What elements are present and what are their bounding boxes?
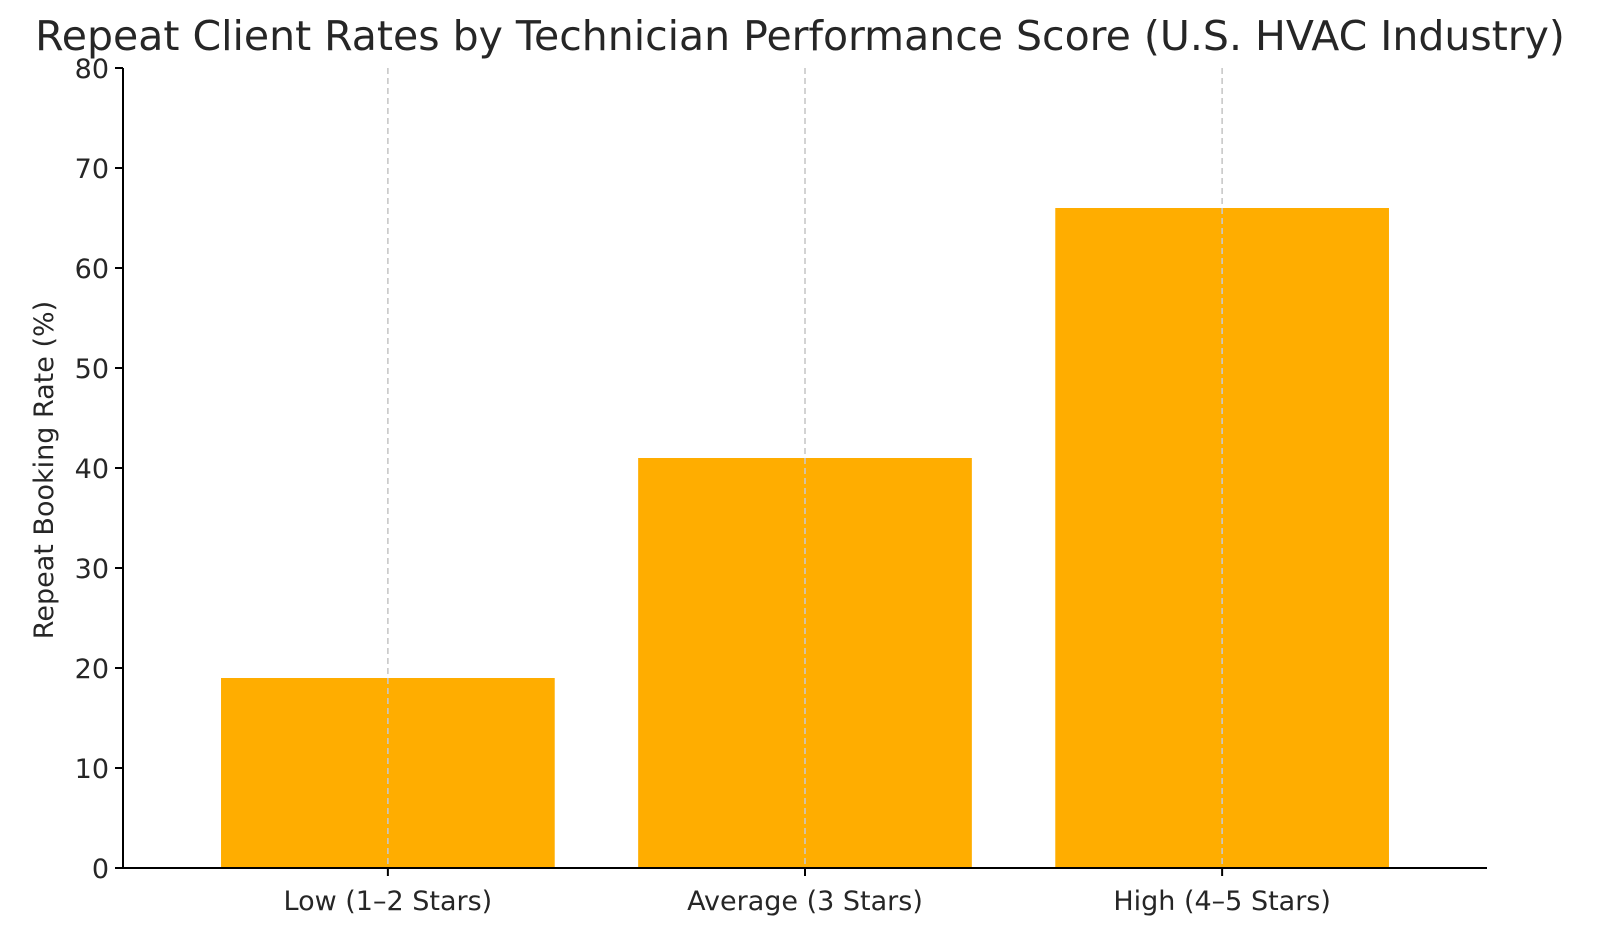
chart-title: Repeat Client Rates by Technician Perfor… xyxy=(35,12,1565,60)
x-tick-label-3: High (4–5 Stars) xyxy=(1113,886,1331,917)
y-tick-label-40: 40 xyxy=(75,454,109,485)
y-tick-label-50: 50 xyxy=(75,354,109,385)
y-tick-label-70: 70 xyxy=(75,154,109,185)
y-tick-label-30: 30 xyxy=(75,554,109,585)
grid-lines xyxy=(387,68,1223,868)
y-axis-label: Repeat Booking Rate (%) xyxy=(29,301,60,639)
y-tick-label-0: 0 xyxy=(92,854,109,885)
x-tick-label-1: Low (1–2 Stars) xyxy=(284,886,493,917)
y-tick-label-20: 20 xyxy=(75,654,109,685)
x-tick-label-2: Average (3 Stars) xyxy=(687,886,923,917)
y-tick-label-10: 10 xyxy=(75,754,109,785)
y-tick-label-60: 60 xyxy=(75,254,109,285)
axes: 0 10 20 30 40 50 60 70 80 Low (1–2 Stars) Average … xyxy=(75,54,1487,917)
y-tick-label-80: 80 xyxy=(75,54,109,85)
